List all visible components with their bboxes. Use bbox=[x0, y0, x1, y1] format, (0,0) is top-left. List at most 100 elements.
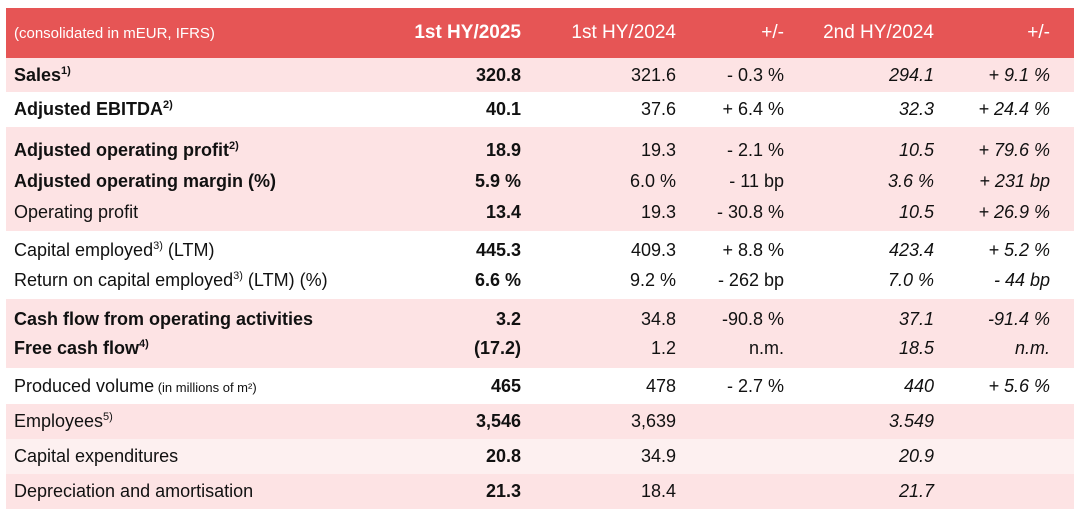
row-label: Employees5) bbox=[14, 411, 113, 431]
table-row: Sales1) 320.8 321.6 - 0.3 % 294.1 + 9.1 … bbox=[6, 58, 1074, 92]
group-capex: Capital expenditures 20.8 34.9 20.9 bbox=[6, 439, 1074, 474]
row-label: Depreciation and amortisation bbox=[14, 481, 254, 501]
header-col-change-1: +/- bbox=[761, 22, 784, 43]
financial-table: (consolidated in mEUR, IFRS) 1st HY/2025… bbox=[6, 8, 1074, 509]
table-row: Adjusted operating margin (%) 5.9 % 6.0 … bbox=[6, 166, 1074, 197]
cell-1st-hy-2025: 6.6 % bbox=[474, 269, 521, 290]
cell-2nd-hy-2024: 10.5 bbox=[898, 140, 934, 160]
cell-1st-hy-2024: 34.9 bbox=[640, 446, 676, 466]
group-cash-flow: Cash flow from operating activities 3.2 … bbox=[6, 299, 1074, 368]
cell-1st-hy-2025: 5.9 % bbox=[474, 171, 521, 191]
cell-change-2: + 231 bp bbox=[979, 171, 1050, 191]
cell-1st-hy-2025: 3,546 bbox=[475, 411, 521, 431]
cell-change-1: + 6.4 % bbox=[722, 99, 784, 119]
cell-2nd-hy-2024: 423.4 bbox=[888, 239, 934, 260]
cell-change-2: + 79.6 % bbox=[978, 140, 1050, 160]
cell-1st-hy-2024: 321.6 bbox=[630, 64, 676, 85]
row-label: Capital employed3) (LTM) bbox=[14, 239, 215, 260]
table-header: (consolidated in mEUR, IFRS) 1st HY/2025… bbox=[6, 8, 1074, 58]
cell-change-1: - 2.7 % bbox=[726, 375, 784, 396]
row-label: Cash flow from operating activities bbox=[14, 309, 314, 329]
header-col-2nd-hy-2024: 2nd HY/2024 bbox=[823, 22, 934, 43]
group-volume: Produced volume (in millions of m²) 465 … bbox=[6, 368, 1074, 404]
cell-change-2: - 44 bp bbox=[993, 269, 1050, 290]
cell-1st-hy-2024: 6.0 % bbox=[629, 171, 676, 191]
header-label: (consolidated in mEUR, IFRS) bbox=[14, 24, 215, 42]
cell-change-1: - 11 bp bbox=[729, 171, 784, 191]
cell-2nd-hy-2024: 10.5 bbox=[898, 201, 934, 222]
cell-1st-hy-2024: 19.3 bbox=[640, 140, 676, 160]
cell-change-2: + 26.9 % bbox=[978, 201, 1050, 222]
cell-1st-hy-2024: 3,639 bbox=[630, 411, 676, 431]
cell-1st-hy-2025: 3.2 bbox=[495, 309, 521, 329]
header-col-change-2: +/- bbox=[1027, 22, 1050, 43]
cell-2nd-hy-2024: 7.0 % bbox=[887, 269, 934, 290]
table-row: Capital expenditures 20.8 34.9 20.9 bbox=[6, 439, 1074, 474]
row-label: Produced volume (in millions of m²) bbox=[14, 375, 257, 396]
cell-1st-hy-2025: 445.3 bbox=[475, 239, 521, 260]
cell-1st-hy-2025: 20.8 bbox=[485, 446, 521, 466]
group-sales: Sales1) 320.8 321.6 - 0.3 % 294.1 + 9.1 … bbox=[6, 58, 1074, 92]
table-row: Cash flow from operating activities 3.2 … bbox=[6, 305, 1074, 334]
cell-1st-hy-2025: 465 bbox=[490, 375, 521, 396]
cell-change-2: + 24.4 % bbox=[978, 99, 1050, 119]
table-row: Return on capital employed3) (LTM) (%) 6… bbox=[6, 265, 1074, 295]
row-label: Return on capital employed3) (LTM) (%) bbox=[14, 269, 328, 290]
cell-1st-hy-2025: 320.8 bbox=[475, 64, 521, 85]
cell-change-2: + 9.1 % bbox=[988, 64, 1050, 85]
group-depreciation: Depreciation and amortisation 21.3 18.4 … bbox=[6, 474, 1074, 509]
row-label: Adjusted operating margin (%) bbox=[14, 171, 277, 191]
cell-change-1: - 2.1 % bbox=[726, 140, 784, 160]
cell-1st-hy-2024: 9.2 % bbox=[629, 269, 676, 290]
table-row: Operating profit 13.4 19.3 - 30.8 % 10.5… bbox=[6, 197, 1074, 227]
cell-1st-hy-2025: 18.9 bbox=[485, 140, 521, 160]
cell-2nd-hy-2024: 21.7 bbox=[898, 481, 934, 501]
row-label: Sales1) bbox=[14, 64, 71, 85]
cell-1st-hy-2025: 21.3 bbox=[485, 481, 521, 501]
cell-change-1: - 262 bp bbox=[717, 269, 784, 290]
group-ebitda: Adjusted EBITDA2) 40.1 37.6 + 6.4 % 32.3… bbox=[6, 92, 1074, 127]
row-label: Free cash flow4) bbox=[14, 338, 149, 358]
group-capital: Capital employed3) (LTM) 445.3 409.3 + 8… bbox=[6, 231, 1074, 299]
cell-2nd-hy-2024: 3.549 bbox=[888, 411, 934, 431]
row-label: Operating profit bbox=[14, 201, 139, 222]
cell-2nd-hy-2024: 294.1 bbox=[888, 64, 934, 85]
cell-change-1: -90.8 % bbox=[721, 309, 784, 329]
cell-1st-hy-2024: 37.6 bbox=[640, 99, 676, 119]
cell-1st-hy-2025: (17.2) bbox=[473, 338, 521, 358]
cell-2nd-hy-2024: 32.3 bbox=[898, 99, 934, 119]
table-row: Employees5) 3,546 3,639 3.549 bbox=[6, 404, 1074, 439]
cell-change-1: - 30.8 % bbox=[716, 201, 784, 222]
cell-1st-hy-2024: 18.4 bbox=[640, 481, 676, 501]
group-employees: Employees5) 3,546 3,639 3.549 bbox=[6, 404, 1074, 439]
table-row: Adjusted EBITDA2) 40.1 37.6 + 6.4 % 32.3… bbox=[6, 92, 1074, 127]
cell-2nd-hy-2024: 37.1 bbox=[898, 309, 934, 329]
cell-change-2: n.m. bbox=[1014, 338, 1050, 358]
cell-change-1: - 0.3 % bbox=[726, 64, 784, 85]
header-col-1st-hy-2025: 1st HY/2025 bbox=[414, 22, 521, 43]
row-label: Capital expenditures bbox=[14, 446, 179, 466]
cell-2nd-hy-2024: 440 bbox=[903, 375, 934, 396]
cell-change-1: n.m. bbox=[748, 338, 784, 358]
table-row: Capital employed3) (LTM) 445.3 409.3 + 8… bbox=[6, 235, 1074, 265]
group-operating: Adjusted operating profit2) 18.9 19.3 - … bbox=[6, 127, 1074, 231]
cell-1st-hy-2025: 40.1 bbox=[485, 99, 521, 119]
cell-change-2: + 5.6 % bbox=[988, 375, 1050, 396]
cell-change-1: + 8.8 % bbox=[722, 239, 784, 260]
cell-2nd-hy-2024: 18.5 bbox=[898, 338, 934, 358]
cell-1st-hy-2024: 34.8 bbox=[640, 309, 676, 329]
row-label: Adjusted EBITDA2) bbox=[14, 99, 173, 119]
cell-2nd-hy-2024: 3.6 % bbox=[887, 171, 934, 191]
cell-change-2: -91.4 % bbox=[987, 309, 1050, 329]
table-row: Free cash flow4) (17.2) 1.2 n.m. 18.5 n.… bbox=[6, 334, 1074, 363]
cell-1st-hy-2024: 409.3 bbox=[630, 239, 676, 260]
header-col-1st-hy-2024: 1st HY/2024 bbox=[571, 22, 676, 43]
table-row: Adjusted operating profit2) 18.9 19.3 - … bbox=[6, 135, 1074, 166]
cell-1st-hy-2024: 1.2 bbox=[650, 338, 676, 358]
table-row: Depreciation and amortisation 21.3 18.4 … bbox=[6, 474, 1074, 509]
cell-change-2: + 5.2 % bbox=[988, 239, 1050, 260]
cell-2nd-hy-2024: 20.9 bbox=[898, 446, 934, 466]
cell-1st-hy-2024: 19.3 bbox=[640, 201, 676, 222]
table-row: Produced volume (in millions of m²) 465 … bbox=[6, 368, 1074, 404]
row-label: Adjusted operating profit2) bbox=[14, 140, 239, 160]
